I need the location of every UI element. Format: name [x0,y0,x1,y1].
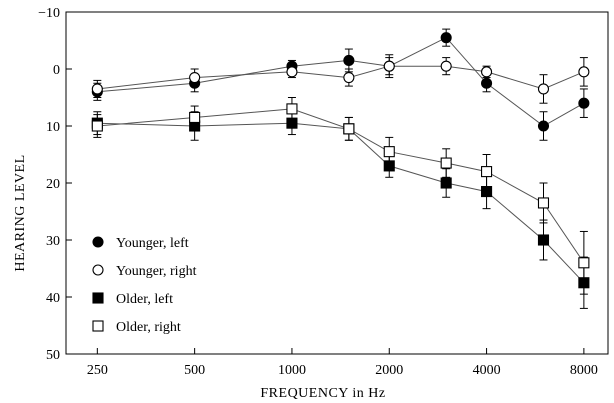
y-tick-label: 30 [46,234,60,249]
legend-label: Older, left [116,292,173,307]
data-point [91,83,103,95]
data-point [481,166,493,178]
legend-marker [92,292,104,304]
x-tick-label: 250 [87,363,108,378]
legend: Younger, left Younger, right Older, left Ol… [92,236,197,335]
data-point [537,83,550,95]
x-tick-label: 4000 [473,363,501,378]
legend-marker [92,264,104,276]
y-tick-label: 10 [46,120,60,135]
data-point [189,111,201,123]
data-point [578,66,590,78]
data-point [440,32,452,44]
legend-item: Older, left [92,292,173,307]
legend-item: Younger, right [92,264,197,279]
series-line [97,122,585,284]
data-point [537,197,550,209]
y-tick-label: −10 [38,6,60,21]
series-line [97,36,585,127]
data-point [286,103,298,115]
series-layer [91,28,590,309]
data-point [383,146,395,158]
data-point [578,97,590,109]
y-tick-label: 40 [46,291,60,306]
data-point [440,177,452,189]
data-point [481,77,493,89]
legend-label: Older, right [116,320,181,335]
data-point [481,66,493,78]
series-younger-right [91,57,590,104]
legend-marker [92,236,104,248]
legend-item: Older, right [92,320,181,335]
data-point [537,234,550,246]
y-tick-label: 20 [46,177,60,192]
series-older-right [91,97,590,295]
x-tick-label: 2000 [375,363,403,378]
legend-marker [92,320,104,332]
data-point [383,60,395,72]
legend-label: Younger, left [116,236,189,251]
legend-label: Younger, right [116,264,197,279]
data-point [537,120,550,132]
legend-item: Younger, left [92,236,189,251]
x-tick-label: 500 [184,363,205,378]
data-point [578,257,590,269]
y-tick-label: 0 [53,63,60,78]
data-point [343,54,355,67]
data-point [189,72,201,84]
data-point [440,157,452,169]
x-axis-title: FREQUENCY in Hz [260,386,385,401]
y-axis-title: HEARING LEVEL [13,154,28,271]
y-tick-label: 50 [46,348,60,363]
data-point [286,66,298,78]
data-point [440,60,452,72]
data-point [343,123,355,135]
data-point [343,72,355,84]
x-tick-label: 1000 [278,363,306,378]
data-point [91,120,103,132]
series-younger-left [91,28,590,141]
axes: −10 0 10 20 30 40 50 250 500 1000 2000 4000 8000 [38,6,609,378]
x-tick-label: 8000 [570,363,598,378]
